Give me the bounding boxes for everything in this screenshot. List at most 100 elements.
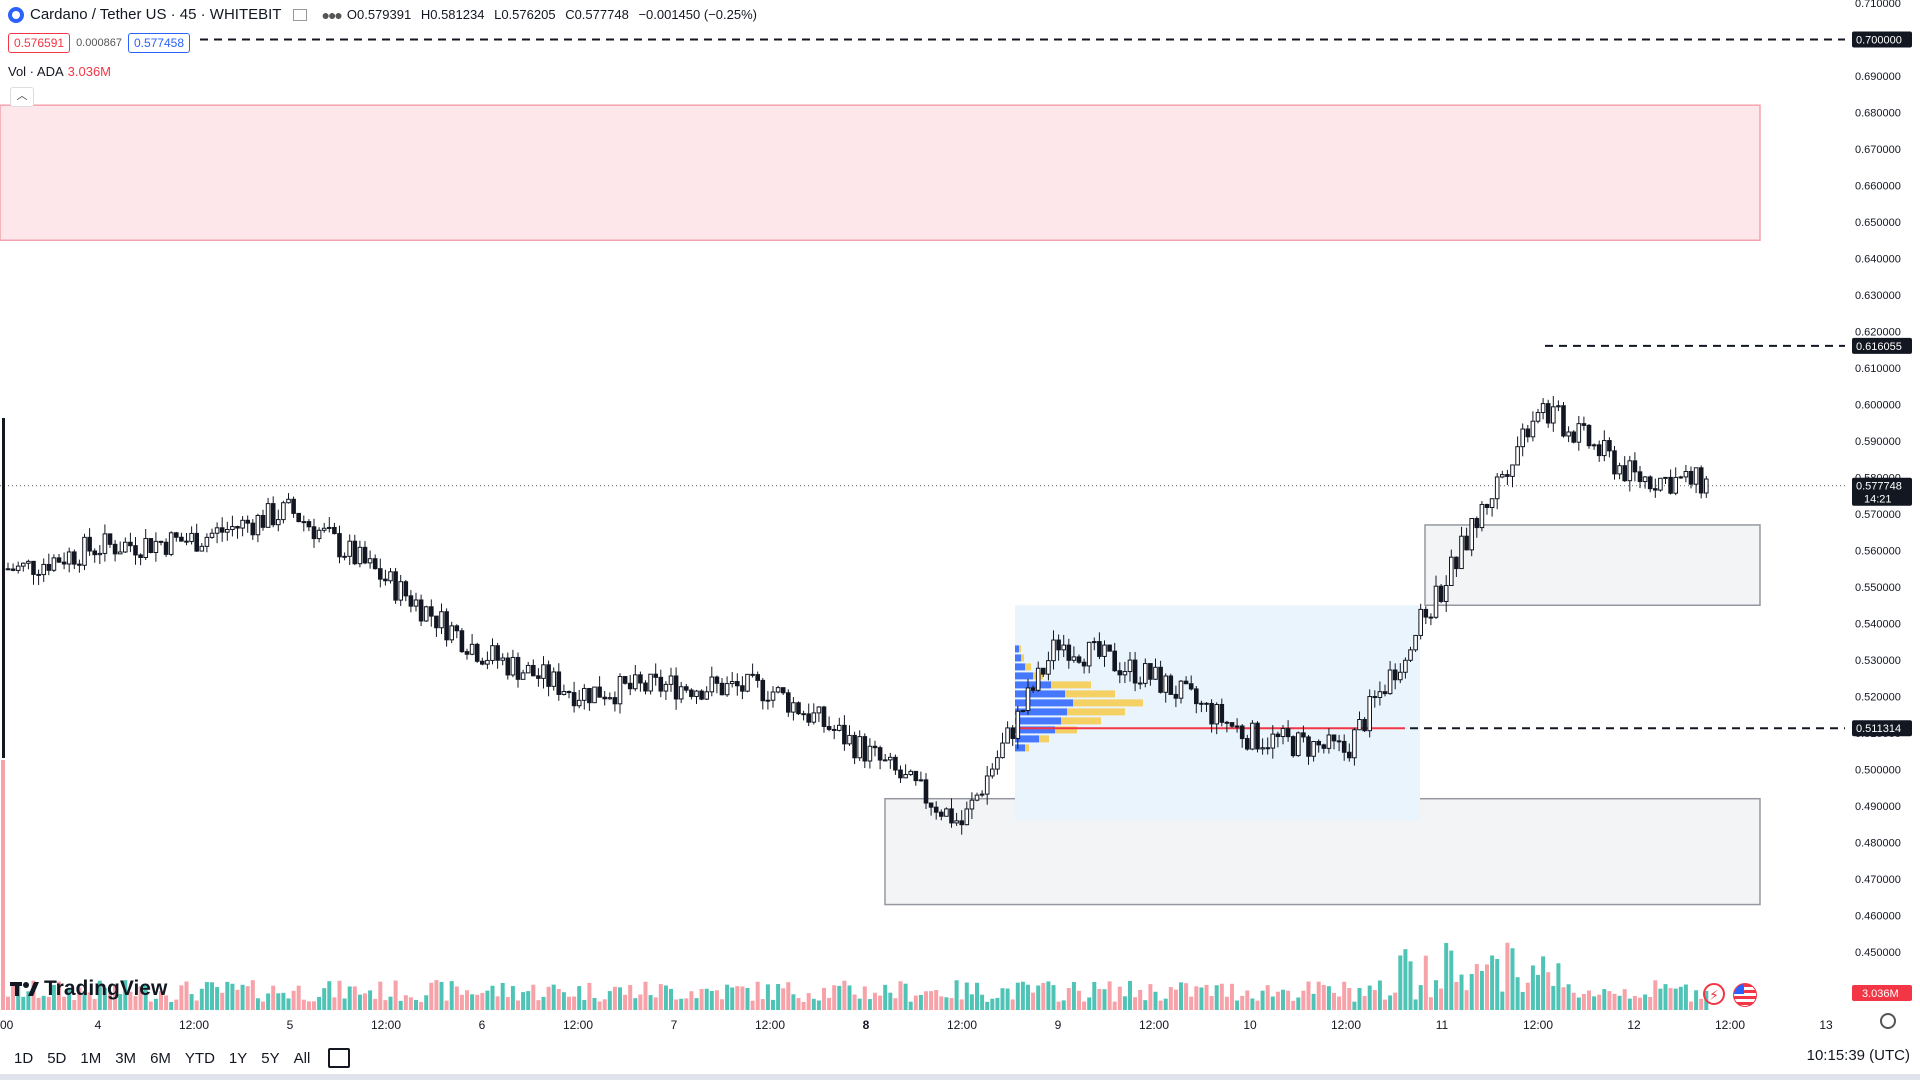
candle-body (1561, 405, 1566, 437)
candle-body (418, 599, 424, 622)
candle-body (1178, 680, 1184, 699)
us-flag-icon[interactable] (1733, 983, 1757, 1007)
time-tick-label: 10 (1243, 1018, 1257, 1032)
collapse-legend-button[interactable]: ︿ (10, 87, 34, 107)
volume-bar (1602, 989, 1607, 1010)
tradingview-logo[interactable]: TradingView (10, 977, 167, 1001)
volume-bar (1128, 980, 1132, 1010)
timeframe-ytd[interactable]: YTD (184, 1049, 215, 1067)
candle-body (842, 724, 847, 745)
volume-bar (521, 992, 526, 1010)
candle-body (209, 532, 215, 538)
volume-bar (368, 990, 373, 1010)
candle-body (796, 702, 801, 715)
volume-bar (1505, 942, 1510, 1010)
volume-bar (102, 987, 107, 1010)
volume-bar (1413, 999, 1418, 1010)
candle-body (1035, 667, 1041, 691)
price-tick-label: 0.550000 (1855, 582, 1901, 594)
volume-bar (312, 1001, 316, 1010)
volume-bar (1199, 987, 1204, 1010)
lightning-icon[interactable]: ⚡ (1703, 983, 1725, 1005)
candle-body (1025, 687, 1031, 712)
volume-bar (133, 996, 138, 1010)
candle-body (1112, 650, 1118, 672)
timeframe-1d[interactable]: 1D (14, 1049, 34, 1067)
candle-body (1153, 666, 1158, 680)
timeframe-all[interactable]: All (293, 1049, 311, 1067)
price-axis: 0.710000 0.700000 0.690000 0.680000 0.670000… (1855, 0, 1901, 996)
candle-body (1285, 728, 1291, 738)
symbol-legend: Cardano / Tether US · 45 · WHITEBIT ●●● … (8, 6, 763, 23)
volume-bar (92, 999, 97, 1010)
timeframe-5d[interactable]: 5D (47, 1049, 67, 1067)
buy-price-button[interactable]: 0.577458 (127, 33, 191, 53)
volume-bar (286, 998, 291, 1010)
volume-profile-up-2 (1015, 663, 1025, 671)
price-tick-label: 0.600000 (1855, 400, 1901, 412)
timeframe-6m[interactable]: 6M (150, 1049, 171, 1067)
symbol-title[interactable]: Cardano / Tether US · 45 · WHITEBIT (30, 6, 282, 23)
volume-bar (1224, 996, 1229, 1010)
hide-icon[interactable] (293, 8, 308, 21)
volume-bar (1678, 986, 1683, 1010)
timeframe-1y[interactable]: 1Y (228, 1049, 248, 1067)
candle-body (1015, 710, 1021, 739)
candle-body (1296, 732, 1301, 757)
candle-body (1382, 691, 1388, 695)
volume-bar (128, 991, 133, 1010)
volume-bar (1194, 986, 1199, 1010)
candle-body (1591, 444, 1597, 447)
sell-price-button[interactable]: 0.576591 (8, 33, 71, 53)
volume-bar (1265, 985, 1270, 1010)
volume-bar (893, 998, 898, 1010)
candle-body (1066, 644, 1072, 661)
volume-bar (1490, 955, 1495, 1010)
candle-body (939, 811, 944, 817)
volume-bar (1332, 992, 1336, 1010)
candle-body (5, 568, 11, 571)
candle-body (918, 779, 924, 782)
volume-bar (337, 980, 342, 1010)
candle-body (1571, 431, 1577, 443)
volume-bar (969, 994, 974, 1010)
volume-bar (41, 995, 46, 1010)
volume-bar (674, 999, 679, 1010)
volume-bar (878, 995, 883, 1010)
volume-bar (924, 991, 928, 1010)
price-chart[interactable]: 0.710000 0.700000 0.690000 0.680000 0.670000… (0, 0, 1920, 1040)
candle-body (413, 599, 419, 607)
volume-bar (1668, 988, 1673, 1010)
settings-gear-icon[interactable] (1880, 1013, 1896, 1029)
candle-body (903, 774, 908, 779)
volume-bar (281, 992, 286, 1010)
price-tick-label: 0.450000 (1855, 947, 1901, 959)
volume-bar (204, 982, 209, 1010)
candle-body (1642, 476, 1648, 483)
calendar-icon[interactable] (328, 1048, 351, 1068)
candle-body (1454, 556, 1459, 570)
volume-bar (755, 981, 760, 1010)
candle-body (117, 551, 123, 555)
timeframe-3m[interactable]: 3M (115, 1049, 137, 1067)
candle-body (1673, 476, 1679, 494)
time-tick-label: 8 (863, 1018, 870, 1032)
candle-body (174, 532, 179, 538)
timeframe-5y[interactable]: 5Y (261, 1049, 280, 1067)
timeframe-1m[interactable]: 1M (80, 1049, 102, 1067)
candle-body (321, 527, 327, 531)
volume-bar (934, 990, 939, 1010)
volume-label: Vol · ADA (8, 64, 64, 79)
volume-bar (164, 995, 169, 1010)
volume-bar (475, 994, 480, 1010)
candle-body (627, 682, 633, 690)
volume-bar (1214, 985, 1219, 1010)
volume-bar (929, 991, 934, 1010)
candle-body (735, 681, 740, 687)
volume-bar (1133, 997, 1138, 1010)
volume-bar (816, 1000, 821, 1010)
volume-bar (913, 995, 918, 1010)
volume-bar (551, 984, 556, 1010)
volume-value: 3.036M (67, 64, 112, 79)
more-options-icon[interactable]: ●●● (321, 6, 342, 23)
